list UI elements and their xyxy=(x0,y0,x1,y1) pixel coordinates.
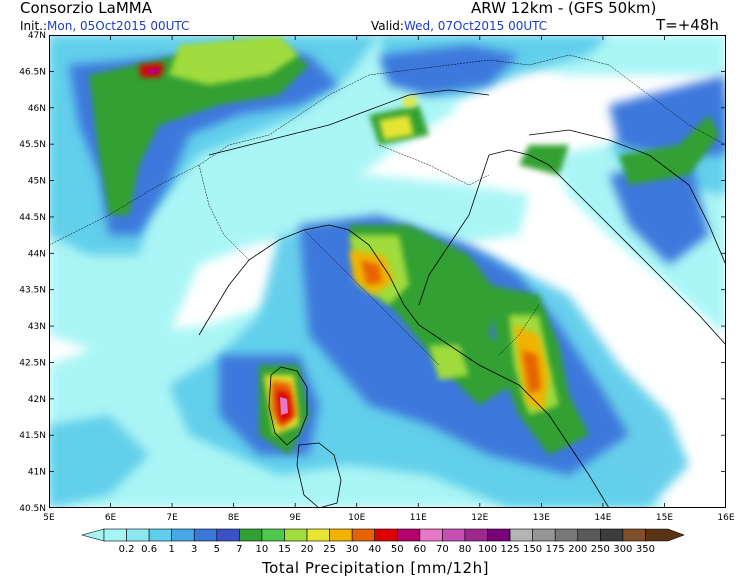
colorbar-cell xyxy=(148,528,172,542)
colorbar-value-label: 50 xyxy=(391,544,404,555)
lon-tick-label: 9E xyxy=(289,513,301,523)
colorbar-value-label: 1 xyxy=(168,544,174,555)
colorbar-min-arrow xyxy=(80,528,105,542)
lon-tick-label: 12E xyxy=(471,513,488,523)
colorbar-cell xyxy=(600,528,624,542)
colorbar-cell xyxy=(532,528,556,542)
lon-tick-label: 5E xyxy=(43,513,55,523)
colorbar-cell xyxy=(577,528,601,542)
longitude-labels: 5E 6E 7E 8E 9E 10E 11E 12E 13E 14E 15E 16E xyxy=(43,513,735,523)
colorbar-value-label: 7 xyxy=(236,544,242,555)
colorbar-value-label: 250 xyxy=(591,544,610,555)
valid-label: Valid: xyxy=(371,19,404,33)
lon-tick-label: 10E xyxy=(348,513,365,523)
colorbar-cell xyxy=(216,528,240,542)
colorbar-cell xyxy=(171,528,195,542)
colorbar-value-label: 300 xyxy=(613,544,632,555)
colorbar-value-label: 60 xyxy=(413,544,426,555)
colorbar-cell xyxy=(396,528,421,542)
colorbar-cell xyxy=(239,528,263,542)
colorbar-value-label: 200 xyxy=(568,544,587,555)
lon-tick-label: 14E xyxy=(594,513,611,523)
colorbar-value-label: 3 xyxy=(191,544,197,555)
lat-tick-label: 44.5N xyxy=(19,213,46,223)
precipitation-colorbar: 0.2 0.6 1 3 5 7 10 15 20 25 30 40 50 60 70 80 100 125 150 1… xyxy=(80,528,685,555)
colorbar-max-arrow xyxy=(645,528,685,542)
lat-tick-label: 41N xyxy=(28,468,46,478)
lat-tick-label: 42N xyxy=(28,395,46,405)
colorbar-cell xyxy=(193,528,218,542)
colorbar-value-label: 100 xyxy=(478,544,497,555)
colorbar-value-label: 0.2 xyxy=(119,544,135,555)
colorbar-value-label: 25 xyxy=(323,544,336,555)
colorbar-value-label: 0.6 xyxy=(141,544,157,555)
colorbar-cell xyxy=(509,528,533,542)
init-time: Init.:Mon, 05Oct2015 00UTC xyxy=(20,19,189,33)
colorbar-value-label: 5 xyxy=(214,544,220,555)
colorbar-cell xyxy=(554,528,579,542)
lon-tick-label: 7E xyxy=(166,513,178,523)
colorbar-value-label: 20 xyxy=(301,544,314,555)
colorbar-cell xyxy=(284,528,308,542)
colorbar-cells xyxy=(80,528,685,542)
colorbar-value-label: 10 xyxy=(256,544,269,555)
colorbar-cell xyxy=(329,528,353,542)
lat-tick-label: 43N xyxy=(28,322,46,332)
lon-tick-label: 11E xyxy=(410,513,427,523)
init-value: Mon, 05Oct2015 00UTC xyxy=(47,19,190,33)
precipitation-map xyxy=(49,35,726,508)
colorbar-value-label: 150 xyxy=(523,544,542,555)
colorbar-cell xyxy=(622,528,646,542)
lat-tick-label: 45N xyxy=(28,177,46,187)
colorbar-value-label: 125 xyxy=(501,544,520,555)
latitude-labels: 47N46.5N46N45.5N45N44.5N44N43.5N43N42.5N… xyxy=(19,31,46,514)
lon-tick-label: 16E xyxy=(717,513,734,523)
lat-tick-label: 42.5N xyxy=(19,358,46,368)
lon-tick-label: 6E xyxy=(105,513,117,523)
lon-tick-label: 15E xyxy=(656,513,673,523)
init-label: Init.: xyxy=(20,19,48,33)
colorbar-value-label: 175 xyxy=(546,544,565,555)
colorbar-cell xyxy=(103,528,127,542)
coastlines xyxy=(198,89,726,508)
colorbar-cell xyxy=(261,528,285,542)
colorbar-value-label: 70 xyxy=(436,544,449,555)
lat-tick-label: 45.5N xyxy=(19,140,46,150)
colorbar-cell xyxy=(419,528,443,542)
lat-tick-label: 41.5N xyxy=(19,431,46,441)
lat-tick-label: 43.5N xyxy=(19,286,46,296)
legend-title: Total Precipitation [mm/12h] xyxy=(262,559,489,577)
colorbar-cell xyxy=(126,528,150,542)
valid-value: Wed, 07Oct2015 00UTC xyxy=(403,19,548,33)
organization-title: Consorzio LaMMA xyxy=(20,0,152,17)
political-borders xyxy=(49,54,726,366)
model-title: ARW 12km - (GFS 50km) xyxy=(471,0,657,17)
lon-tick-label: 13E xyxy=(533,513,550,523)
map-border xyxy=(49,35,726,508)
colorbar-labels: 0.2 0.6 1 3 5 7 10 15 20 25 30 40 50 60 70 80 100 125 150 1… xyxy=(119,544,655,555)
precipitation-field xyxy=(49,35,726,508)
lat-tick-label: 40.5N xyxy=(19,504,46,514)
colorbar-value-label: 80 xyxy=(459,544,472,555)
colorbar-cell xyxy=(464,528,488,542)
colorbar-cell xyxy=(442,528,466,542)
lead-time: T=+48h xyxy=(656,16,719,34)
valid-time: Valid:Wed, 07Oct2015 00UTC xyxy=(371,19,547,33)
colorbar-cell xyxy=(487,528,511,542)
lon-tick-label: 8E xyxy=(228,513,240,523)
colorbar-value-label: 30 xyxy=(346,544,359,555)
colorbar-value-label: 350 xyxy=(636,544,655,555)
colorbar-value-label: 40 xyxy=(368,544,381,555)
colorbar-cell xyxy=(351,528,376,542)
lat-tick-label: 44N xyxy=(28,249,46,259)
colorbar-cell xyxy=(374,528,398,542)
lat-tick-label: 46N xyxy=(28,104,46,114)
lat-tick-label: 46.5N xyxy=(19,67,46,77)
colorbar-value-label: 15 xyxy=(278,544,291,555)
colorbar-cell xyxy=(306,528,330,542)
